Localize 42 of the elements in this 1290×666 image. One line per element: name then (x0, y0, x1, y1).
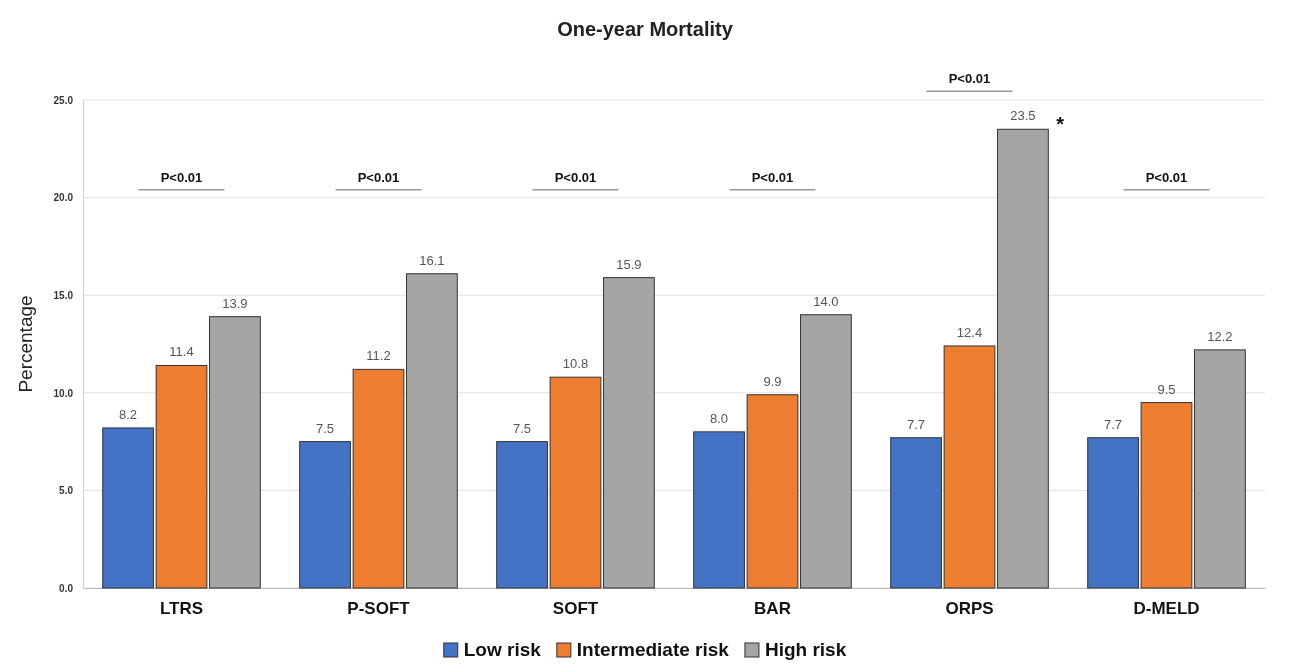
data-label: 9.9 (763, 373, 782, 389)
data-label: 8.0 (710, 410, 729, 426)
legend-label: Low risk (463, 639, 542, 660)
data-label: 10.8 (562, 356, 589, 372)
data-label: 16.1 (419, 252, 445, 268)
data-label: 15.9 (616, 256, 642, 272)
data-label: 8.2 (119, 406, 138, 422)
y-tick-label: 10.0 (53, 387, 74, 399)
data-label: 14.0 (813, 293, 839, 309)
y-tick-label: 0.0 (59, 582, 74, 594)
annotation: P<0.01 (357, 169, 400, 185)
data-label: 23.5 (1010, 108, 1036, 124)
y-axis-title: Percentage (15, 295, 36, 393)
x-tick-label: D-MELD (1133, 599, 1200, 619)
annotation: P<0.01 (554, 169, 597, 185)
data-label: 7.7 (907, 416, 926, 432)
x-tick-label: LTRS (159, 599, 204, 619)
legend-label: High risk (764, 639, 847, 660)
data-label: 9.5 (1157, 381, 1176, 397)
chart-title: One-year Mortality (557, 18, 734, 40)
y-tick-label: 5.0 (59, 485, 74, 497)
data-label: 7.5 (316, 420, 335, 436)
annotation: P<0.01 (1145, 169, 1188, 185)
annotation: * (1056, 113, 1065, 136)
data-label: 13.9 (222, 295, 248, 311)
data-label: 7.5 (513, 420, 532, 436)
x-tick-label: ORPS (945, 599, 994, 619)
x-tick-label: SOFT (552, 599, 599, 619)
x-tick-label: BAR (754, 599, 791, 619)
data-label: 11.2 (366, 348, 391, 364)
data-label: 12.4 (956, 324, 983, 340)
annotation: P<0.01 (160, 169, 203, 185)
data-label: 11.4 (169, 344, 194, 360)
data-label: 7.7 (1104, 416, 1123, 432)
y-tick-label: 15.0 (53, 289, 74, 301)
x-tick-label: P-SOFT (347, 599, 411, 619)
text: P<0.01 (948, 71, 991, 87)
y-tick-label: 20.0 (53, 192, 74, 204)
data-label: 12.2 (1207, 328, 1233, 344)
legend-label: Intermediate risk (576, 639, 730, 660)
y-tick-label: 25.0 (53, 94, 74, 106)
annotation: P<0.01 (751, 169, 794, 185)
